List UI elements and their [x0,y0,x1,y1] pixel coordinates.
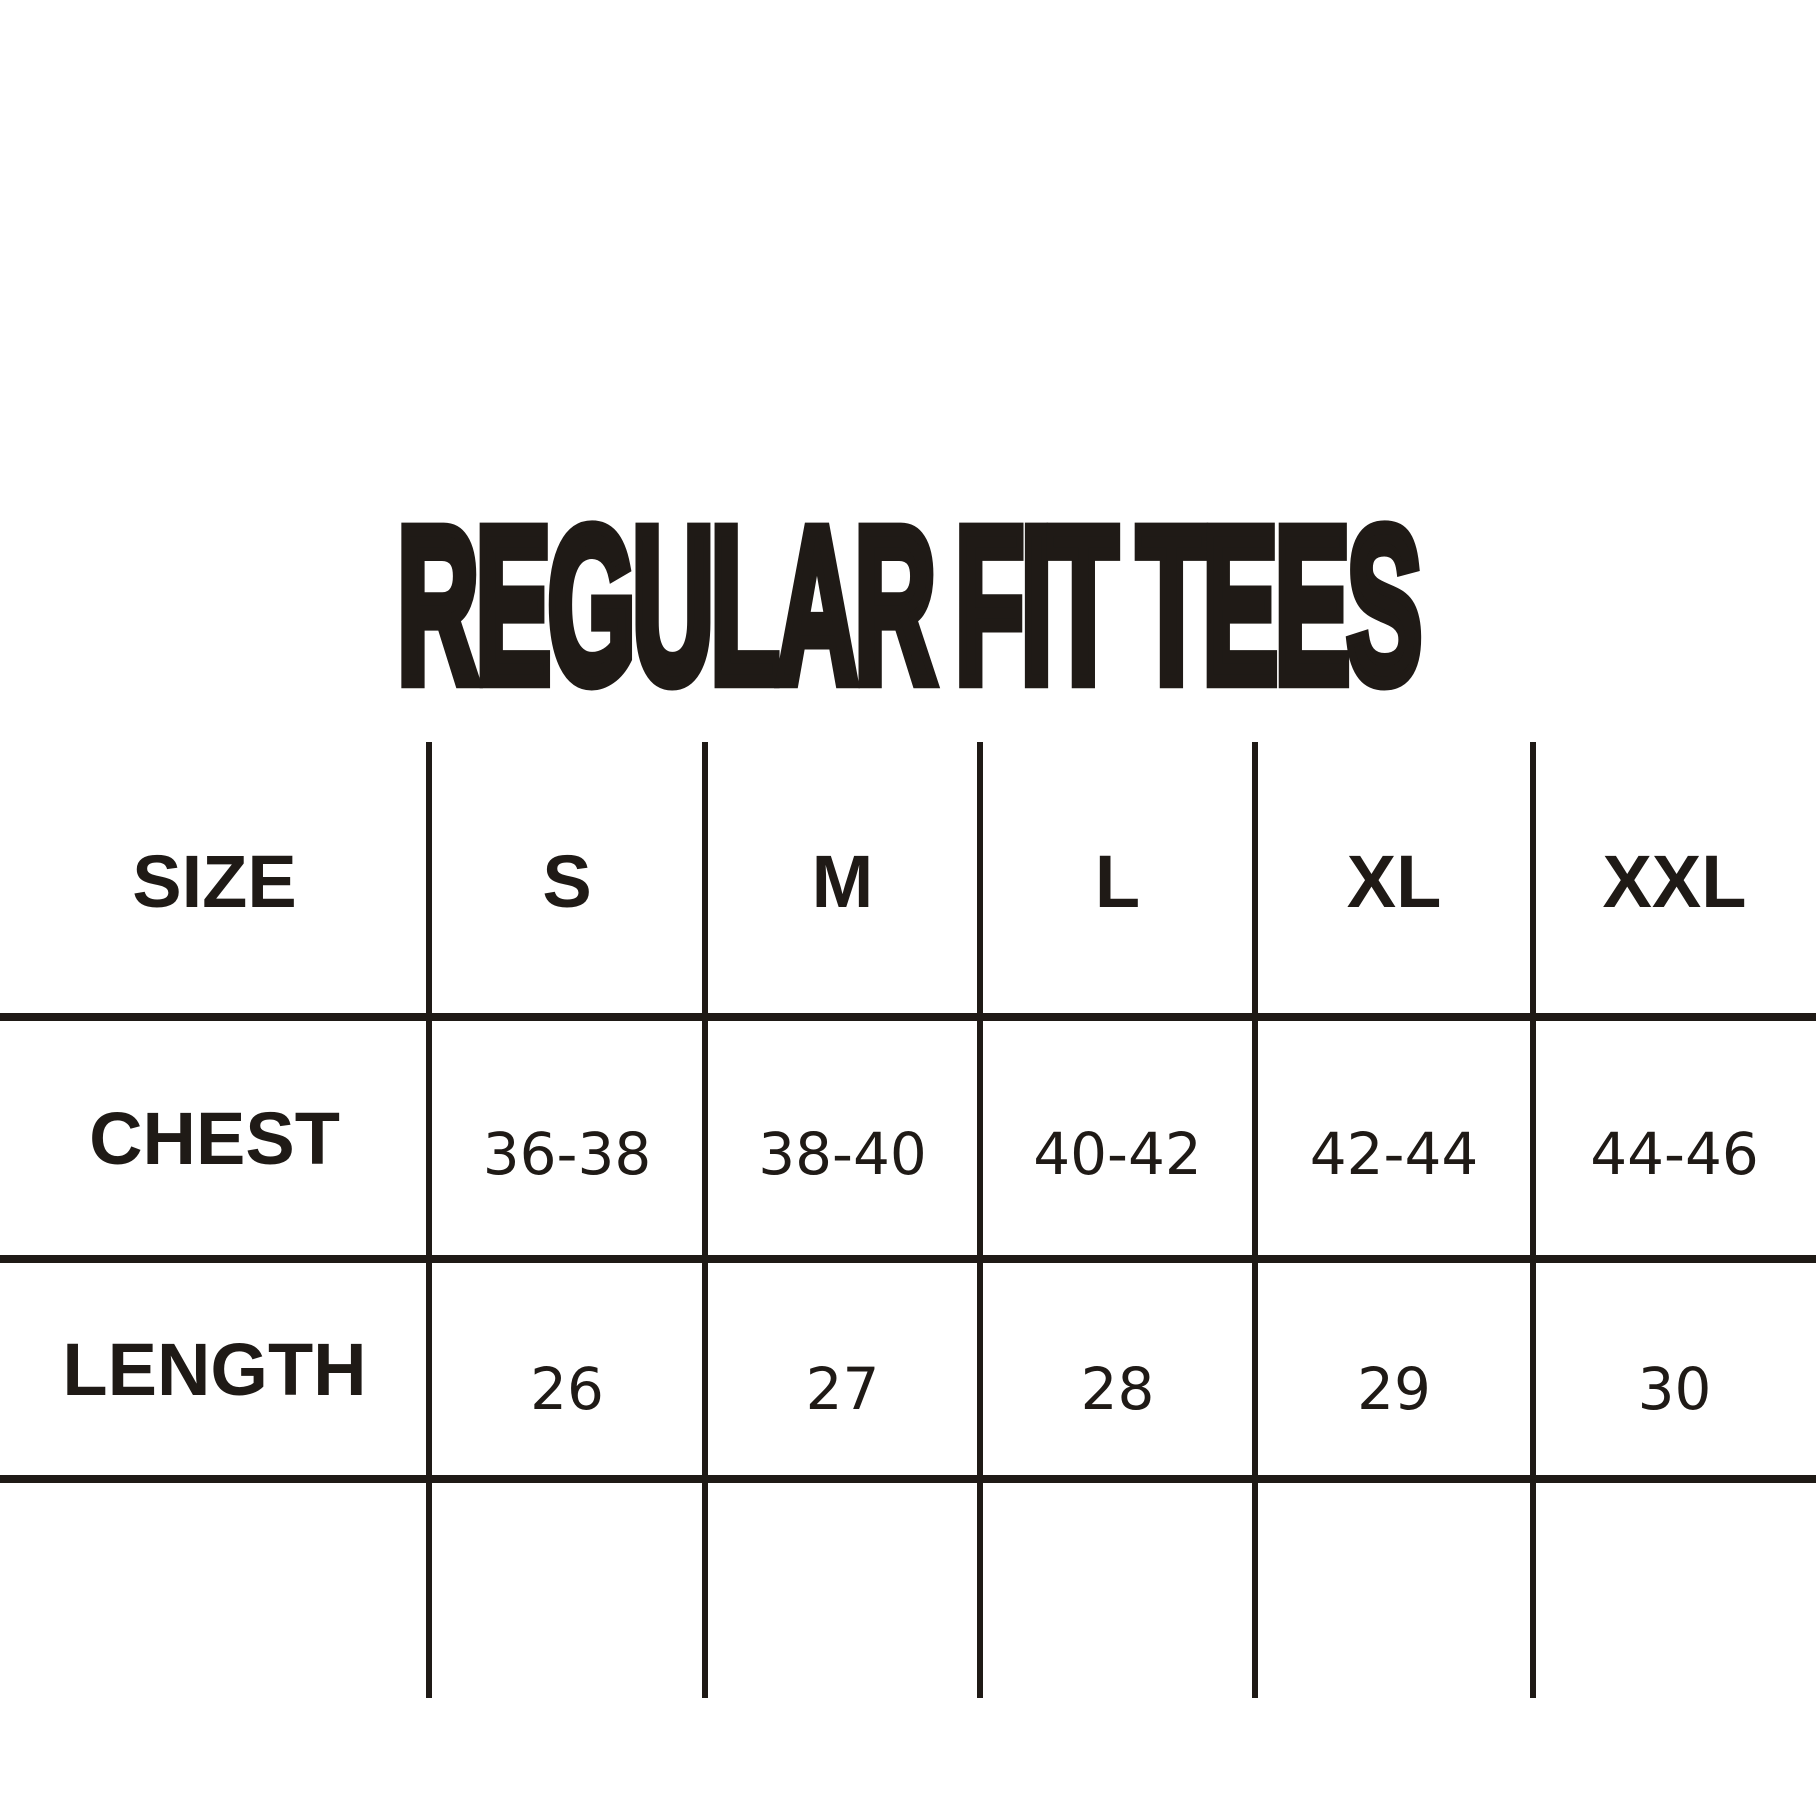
size-chart-title: REGULAR FIT TEES [394,480,1426,730]
row-label-length: LENGTH [62,1327,367,1411]
length-value-xl: 29 [1357,1355,1431,1423]
column-divider-line-4 [1252,742,1258,1698]
column-header-size: SIZE [132,840,297,923]
row-divider-line-2 [0,1255,1816,1263]
length-value-l: 28 [1080,1355,1155,1423]
row-divider-line-3 [0,1475,1816,1483]
row-divider-line-1 [0,1013,1816,1021]
length-value-m: 27 [805,1355,880,1423]
table-row-chest: CHEST 36-38 38-40 40-42 42-44 44-46 [0,1021,1816,1255]
column-header-s: S [542,840,592,923]
column-divider-line-1 [426,742,432,1698]
row-label-chest: CHEST [89,1096,340,1180]
column-header-xxl: XXL [1602,840,1747,923]
chest-value-m: 38-40 [758,1120,927,1188]
column-divider-line-2 [702,742,708,1698]
chest-value-xxl: 44-46 [1590,1120,1759,1188]
length-value-xxl: 30 [1637,1355,1712,1423]
table-row-length: LENGTH 26 27 28 29 30 [0,1263,1816,1475]
chest-value-xl: 42-44 [1309,1120,1479,1188]
header-row: SIZE S M L XL XXL [0,742,1816,1013]
column-header-l: L [1094,840,1141,923]
column-divider-line-3 [977,742,983,1698]
chest-value-l: 40-42 [1033,1120,1202,1188]
column-header-xl: XL [1346,840,1442,923]
length-value-s: 26 [530,1355,604,1423]
chest-value-s: 36-38 [482,1120,652,1188]
column-header-m: M [811,840,874,923]
column-divider-line-5 [1530,742,1536,1698]
